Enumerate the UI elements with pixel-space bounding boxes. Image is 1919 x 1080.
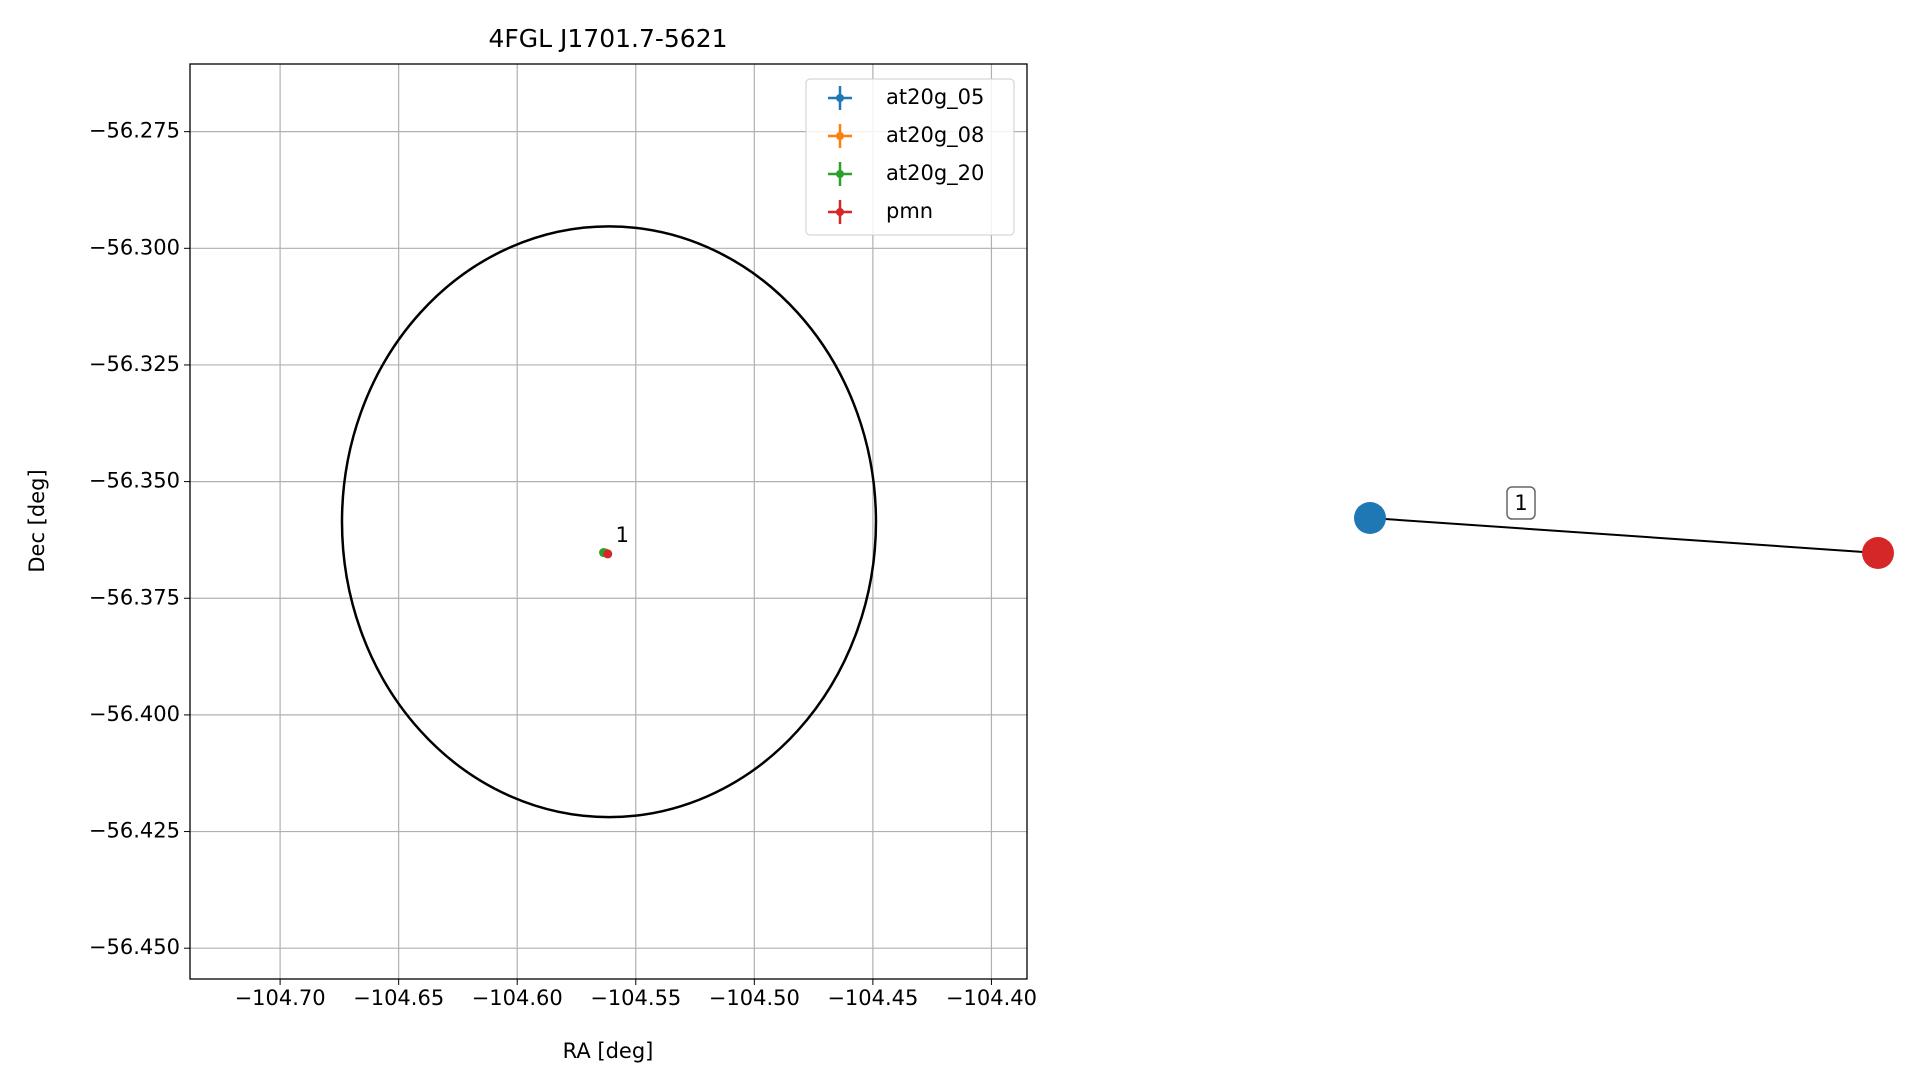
y-tick-label: −56.400 [89,702,180,726]
edge-label-box [1506,486,1536,520]
x-tick-label: −104.70 [235,986,326,1010]
y-axis-label: Dec [deg] [25,469,49,572]
x-tick-label: −104.50 [709,986,800,1010]
x-axis-label: RA [deg] [563,1039,654,1063]
legend-marker [836,94,844,102]
graph-edge [1369,517,1879,554]
graph-node [1862,537,1894,569]
legend-label: at20g_05 [886,85,984,110]
y-tick-label: −56.325 [89,352,180,376]
y-tick-label: −56.375 [89,585,180,609]
legend-label: at20g_20 [886,161,984,186]
x-tick-label: −104.45 [827,986,918,1010]
legend-marker [836,170,844,178]
y-tick-label: −56.350 [89,469,180,493]
x-tick-label: −104.65 [353,986,444,1010]
y-tick-label: −56.300 [89,235,180,259]
x-tick-label: −104.40 [946,986,1037,1010]
legend-box [805,78,1015,236]
chart-title: 4FGL J1701.7-5621 [488,24,727,53]
error-ellipse [340,225,878,819]
legend-label: pmn [886,199,933,223]
legend-marker [836,132,844,140]
legend-marker [836,208,844,216]
plot-frame [189,63,1028,980]
edge-label: 1 [1514,491,1527,515]
source-point [603,549,613,559]
network-graph: 1 [1354,486,1894,569]
legend-label: at20g_08 [886,123,984,148]
y-tick-label: −56.450 [89,935,180,959]
y-tick-label: −56.275 [89,119,180,143]
graph-node [1354,502,1386,534]
annotation: 1 [616,523,629,547]
plot-area: −104.70 −104.65 −104.60 −104.55 −104.50 −104.… [89,63,1037,1010]
x-tick-label: −104.60 [472,986,563,1010]
y-tick-label: −56.425 [89,819,180,843]
x-tick-label: −104.55 [590,986,681,1010]
